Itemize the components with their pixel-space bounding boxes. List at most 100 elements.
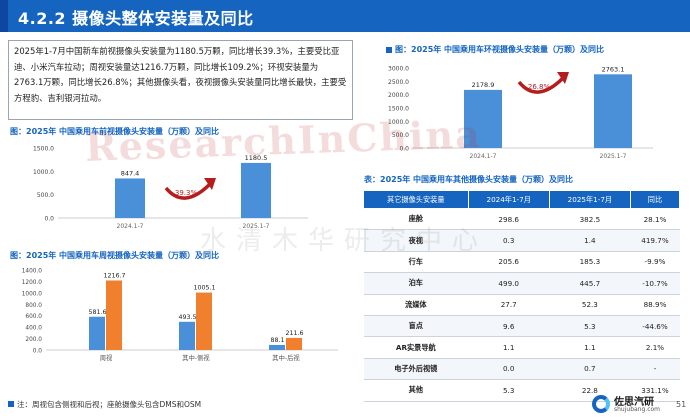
table-header-cell: 2025年1-7月 xyxy=(548,190,631,209)
table-cell: 499.0 xyxy=(468,272,550,295)
x-tick-label: 其中-侧视 xyxy=(182,353,210,362)
company-logo: 佐思汽研 shujubang.com xyxy=(592,393,676,415)
bar-value-label: 2763.1 xyxy=(602,65,625,73)
bar xyxy=(106,280,122,350)
peripheral-chart-title: 图：2025年 中国乘用车周视摄像头安装量（万颗）及同比 xyxy=(10,250,219,261)
surround-chart-title-text: 图：2025年 中国乘用车环视摄像头安装量（万颗）及同比 xyxy=(395,45,605,54)
table-cell: -10.7% xyxy=(630,272,680,295)
table-row-label: 盲点 xyxy=(363,315,469,338)
growth-arrow xyxy=(517,76,565,94)
bar-value-label: 581.6 xyxy=(88,309,106,316)
table-header-cell: 同比 xyxy=(629,190,681,209)
table-cell: -9.9% xyxy=(630,251,680,274)
bar-value-label: 1005.1 xyxy=(193,285,215,292)
logo-name: 佐思汽研 xyxy=(614,397,654,408)
table-cell: 22.8 xyxy=(549,379,631,402)
table-row-label: AR实景导航 xyxy=(363,336,469,359)
table-cell: 9.6 xyxy=(468,315,550,338)
table-row: 行车 205.6 185.3 -9.9% xyxy=(363,251,680,274)
y-tick-label: 0.0 xyxy=(44,216,54,223)
bar xyxy=(594,74,632,148)
table-row: 电子外后视镜 0.0 0.7- xyxy=(363,358,680,381)
other-camera-table: 其它摄像头安装量 2024年1-7月 2025年1-7月 同比 座舱 298.6 382.… xyxy=(363,190,681,402)
logo-url: shujubang.com xyxy=(614,406,661,413)
table-cell: 298.6 xyxy=(468,208,550,231)
front-chart-title: 图：2025年 中国乘用车前视摄像头安装量（万颗）及同比 xyxy=(10,126,219,137)
summary-text: 2025年1-7月中国新车前视摄像头安装量为1180.5万颗，同比增长39.3%… xyxy=(8,40,353,120)
bar-value-label: 847.4 xyxy=(121,169,140,177)
y-tick-label: 0.0 xyxy=(33,349,43,355)
table-cell: 1.1 xyxy=(468,336,550,359)
logo-ring-icon xyxy=(592,395,610,413)
footnote: 注：周视包含侧视和后视；座舱摄像头包含DMS和OSM xyxy=(8,399,201,410)
table-row: 流媒体 27.7 52.3 88.9% xyxy=(363,294,680,316)
table-cell: 331.1% xyxy=(630,379,680,402)
y-tick-label: 1000.0 xyxy=(22,291,43,297)
y-tick-label: 2500.0 xyxy=(388,79,409,86)
page-header: 4.2.2 摄像头整体安装量及同比 xyxy=(0,0,690,32)
y-tick-label: 1400.0 xyxy=(22,269,43,275)
table-cell: 0.3 xyxy=(468,229,550,252)
bar xyxy=(115,178,145,218)
y-tick-label: 1000.0 xyxy=(33,169,54,176)
table-row: 盲点 9.6 5.3 -44.6% xyxy=(363,315,680,338)
y-tick-label: 0.0 xyxy=(399,146,409,153)
table-header-cell: 2024年1-7月 xyxy=(467,190,550,209)
y-tick-label: 500.0 xyxy=(392,132,409,139)
y-tick-label: 1500.0 xyxy=(33,146,54,153)
bar-value-label: 1216.7 xyxy=(103,272,125,279)
x-tick-label: 其中-后视 xyxy=(272,353,300,362)
bar-value-label: 2178.9 xyxy=(472,81,495,89)
y-tick-label: 500.0 xyxy=(37,192,54,199)
bar xyxy=(89,316,105,350)
bar xyxy=(241,162,271,218)
title-square-icon xyxy=(386,46,392,53)
table-cell: 2.1% xyxy=(630,336,680,359)
x-tick-label: 2024.1-7 xyxy=(117,223,144,230)
y-tick-label: 2000.0 xyxy=(388,92,409,99)
table-cell: 419.7% xyxy=(630,229,680,252)
table-row-label: 行车 xyxy=(363,251,469,274)
table-cell: 0.0 xyxy=(468,358,550,381)
growth-rate-label: 39.3% xyxy=(175,189,198,197)
table-cell: 0.7 xyxy=(549,358,631,381)
y-tick-label: 800.0 xyxy=(25,303,42,309)
growth-rate-label: 26.8% xyxy=(528,83,551,91)
footnote-text: 注：周视包含侧视和后视；座舱摄像头包含DMS和OSM xyxy=(17,400,202,409)
table-row-label: 电子外后视镜 xyxy=(363,358,469,381)
table-row: 座舱 298.6 382.5 28.1% xyxy=(363,208,680,231)
footnote-square-icon xyxy=(8,401,14,407)
y-tick-label: 400.0 xyxy=(25,326,42,332)
table-cell: 27.7 xyxy=(468,294,550,316)
table-row: 泊车 499.0 445.7 -10.7% xyxy=(363,272,680,295)
table-cell: 52.3 xyxy=(549,294,631,316)
other-table-title-text: 表：2025年 中国乘用车其他摄像头安装量（万颗）及同比 xyxy=(364,175,574,184)
table-row-label: 夜视 xyxy=(363,229,469,252)
table-row-label: 泊车 xyxy=(363,272,469,295)
header-accent xyxy=(0,0,8,32)
y-tick-label: 1500.0 xyxy=(388,106,409,113)
growth-arrow-head xyxy=(557,72,569,84)
bar xyxy=(464,89,502,148)
table-row: 其他 5.3 22.8 331.1% xyxy=(363,379,680,402)
table-cell: 382.5 xyxy=(549,208,631,231)
x-tick-label: 2025.1-7 xyxy=(243,223,270,230)
table-cell: 1.4 xyxy=(549,229,631,252)
x-tick-label: 周视 xyxy=(100,353,113,362)
front-chart-title-text: 图：2025年 中国乘用车前视摄像头安装量（万颗）及同比 xyxy=(10,127,220,136)
table-cell: -44.6% xyxy=(630,315,680,338)
x-tick-label: 2025.1-7 xyxy=(600,153,627,160)
peripheral-chart-title-text: 图：2025年 中国乘用车周视摄像头安装量（万颗）及同比 xyxy=(10,251,220,260)
growth-arrow xyxy=(164,182,212,200)
y-tick-label: 1000.0 xyxy=(388,119,409,126)
bar xyxy=(196,292,212,350)
table-cell: 28.1% xyxy=(630,208,680,231)
table-cell: 5.3 xyxy=(468,379,550,402)
y-tick-label: 600.0 xyxy=(25,314,42,320)
table-cell: 88.9% xyxy=(630,294,680,316)
surround-camera-chart: 3000.0 2500.0 2000.0 1500.0 1000.0 500.0 0.0 21… xyxy=(388,65,653,160)
table-row: 夜视 0.3 1.4 419.7% xyxy=(363,229,680,252)
table-cell: 5.3 xyxy=(549,315,631,338)
table-header-cell: 其它摄像头安装量 xyxy=(363,190,469,209)
page-title: 4.2.2 摄像头整体安装量及同比 xyxy=(18,9,254,28)
